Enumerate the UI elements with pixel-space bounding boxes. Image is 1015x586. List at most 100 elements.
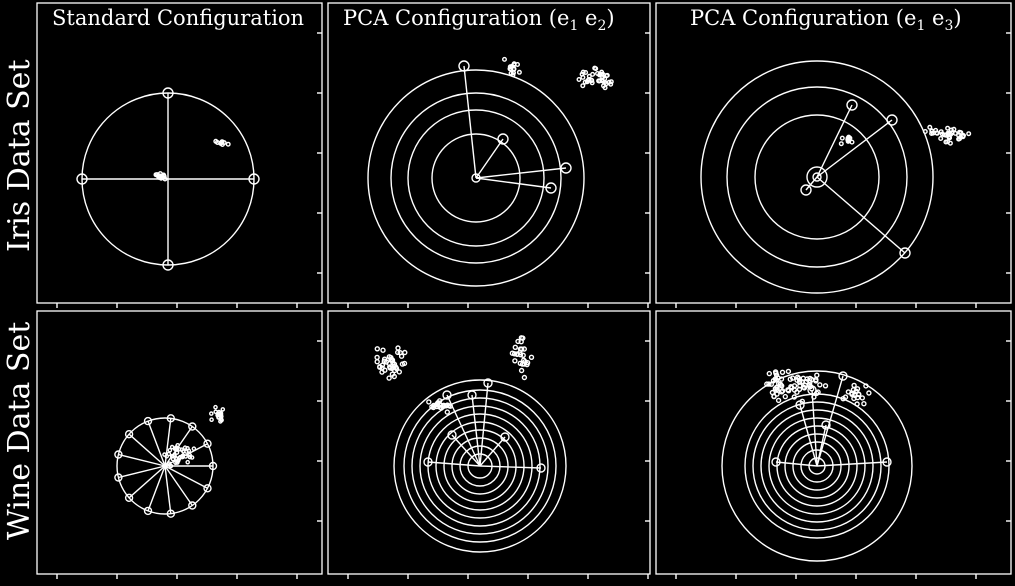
data-point [191, 446, 197, 452]
axis-line [164, 465, 208, 489]
reference-circle [784, 433, 850, 499]
reference-circle [754, 114, 880, 240]
axis-line [451, 434, 481, 467]
data-point [799, 398, 805, 404]
data-point [179, 447, 185, 453]
axis-line [479, 465, 542, 469]
data-point [580, 83, 586, 89]
data-point [187, 454, 193, 460]
data-point [797, 378, 803, 385]
dimension-anchor [800, 184, 812, 196]
data-point [511, 61, 517, 67]
axis-line [128, 465, 166, 499]
data-point [945, 125, 951, 131]
panel-iris-pca12 [327, 2, 651, 304]
data-point [947, 140, 953, 146]
data-point [521, 374, 528, 381]
data-point [374, 354, 380, 361]
dimension-anchor [500, 432, 510, 442]
data-point [958, 130, 964, 136]
dimension-anchor [821, 420, 831, 430]
data-point [863, 383, 869, 389]
axis-line [775, 461, 818, 467]
dimension-anchor [560, 162, 572, 174]
data-point [851, 382, 857, 389]
title-pca12-sub-2: 2 [597, 18, 607, 35]
data-point [803, 379, 809, 385]
data-point [528, 354, 535, 360]
data-point [600, 72, 606, 78]
data-point [840, 396, 846, 402]
panel-wine-standard [36, 310, 323, 575]
data-point [512, 344, 518, 350]
title-pca13-sub-3: 3 [944, 18, 954, 35]
dimension-anchor [846, 99, 858, 111]
axis-line [816, 424, 827, 467]
data-point [772, 386, 779, 392]
dimension-anchor [536, 463, 546, 473]
data-point [219, 141, 225, 147]
axis-line [118, 465, 166, 479]
dimension-anchor [203, 484, 212, 493]
data-point [169, 444, 175, 450]
dimension-anchor [124, 493, 134, 502]
title-standard-configuration: Standard Configuration [52, 6, 305, 30]
reference-circle [726, 86, 908, 268]
data-point [845, 138, 851, 144]
row-label-wine: Wine Data Set [2, 321, 37, 540]
data-point [395, 345, 401, 351]
data-point [166, 461, 172, 466]
data-point [182, 445, 188, 451]
dimension-anchor [248, 173, 260, 185]
data-point [796, 386, 803, 392]
panel-wine-pca12 [327, 310, 651, 575]
dimension-anchor [166, 509, 176, 518]
diagram-iris-pca13 [675, 32, 1011, 308]
data-point [845, 389, 852, 395]
data-point [943, 139, 949, 145]
axis-line [463, 65, 477, 179]
dimension-anchor [899, 247, 911, 259]
data-point [374, 359, 380, 365]
reference-circle [800, 449, 834, 483]
axis-line [479, 436, 506, 467]
data-point [512, 358, 518, 364]
title-pca-configuration-e1-e3: PCA Configuration (e1 e3) [690, 6, 962, 34]
data-point [846, 134, 852, 140]
data-point [166, 451, 172, 457]
reference-circle [752, 401, 882, 531]
reference-circle [792, 441, 842, 491]
data-point [180, 453, 186, 458]
data-point [377, 364, 383, 370]
reference-circle [419, 405, 541, 527]
dimension-anchor [882, 457, 892, 467]
data-point [852, 392, 858, 399]
dimension-anchor [886, 114, 898, 126]
data-point [189, 455, 195, 460]
data-point [507, 64, 513, 70]
reference-circle [411, 397, 549, 535]
dimension-anchor [423, 457, 433, 467]
data-point [186, 448, 192, 454]
data-point [800, 384, 807, 390]
dimension-anchor [442, 390, 452, 400]
data-point [838, 141, 844, 147]
data-point [782, 393, 788, 400]
axis-line [816, 375, 844, 467]
data-point [922, 128, 928, 134]
data-point [796, 375, 802, 382]
reference-circle [403, 389, 557, 543]
data-point [822, 383, 829, 389]
data-point [519, 361, 526, 367]
dimension-anchor [114, 450, 123, 459]
axis-line [816, 461, 888, 467]
title-pca13-mid: e [925, 6, 945, 30]
data-point [219, 139, 225, 145]
data-point [213, 409, 218, 415]
row-label-iris: Iris Data Set [2, 59, 37, 253]
reference-circle [768, 417, 866, 515]
data-point [854, 386, 861, 392]
data-point [161, 172, 167, 178]
data-point [213, 138, 219, 144]
axis-line [816, 176, 906, 254]
